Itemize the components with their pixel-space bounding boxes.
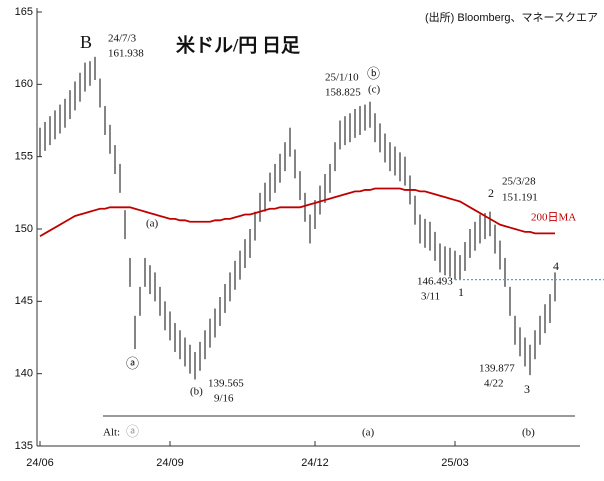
annotation: B: [80, 32, 92, 52]
legend-label: 200日MA: [531, 212, 576, 224]
x-tick-label: 24/12: [301, 457, 329, 469]
annotation: 24/7/3: [108, 33, 137, 45]
x-tick-label: 25/03: [441, 457, 469, 469]
annotation: 151.191: [502, 192, 538, 204]
y-tick-label: 145: [15, 295, 33, 307]
y-tick-label: 155: [15, 151, 33, 163]
annotation: 146.493: [417, 276, 453, 288]
annotation: (b): [522, 427, 535, 439]
y-tick-label: 165: [15, 6, 33, 18]
annotation: 4/22: [484, 378, 504, 390]
x-tick-label: 24/09: [156, 457, 184, 469]
ma-line: [39, 187, 555, 238]
annotation: 1: [458, 285, 464, 299]
annotation: 158.825: [325, 87, 361, 99]
source: (出所) Bloomberg、マネースクエア: [425, 10, 598, 24]
annotation: 4: [553, 259, 559, 273]
annotation: 25/3/28: [502, 176, 536, 188]
annotation: (a): [362, 427, 375, 439]
x-tick-label: 24/06: [26, 457, 54, 469]
y-tick-label: 160: [15, 78, 33, 90]
y-tick-label: 140: [15, 368, 33, 380]
annotation: 25/1/10: [325, 72, 359, 84]
annotation: 139.565: [208, 378, 244, 390]
annotation: 3: [524, 382, 530, 396]
annotation: 139.877: [479, 363, 515, 375]
annotation: (c): [368, 84, 381, 96]
annotation: (b): [190, 386, 203, 398]
annotation: ⓑ: [367, 66, 380, 81]
annotation: 9/16: [214, 393, 234, 405]
annotation: 3/11: [421, 291, 440, 303]
y-tick-label: 150: [15, 223, 33, 235]
annotation: 2: [488, 186, 494, 200]
annotation: Alt:: [103, 427, 120, 439]
annotation: (a): [146, 218, 159, 230]
annotation: ⓐ: [126, 356, 139, 371]
annotation: ⓐ: [126, 424, 139, 439]
chart-title: 米ドル/円 日足: [176, 33, 301, 56]
y-tick-label: 135: [15, 440, 33, 452]
annotation: 161.938: [108, 48, 144, 60]
